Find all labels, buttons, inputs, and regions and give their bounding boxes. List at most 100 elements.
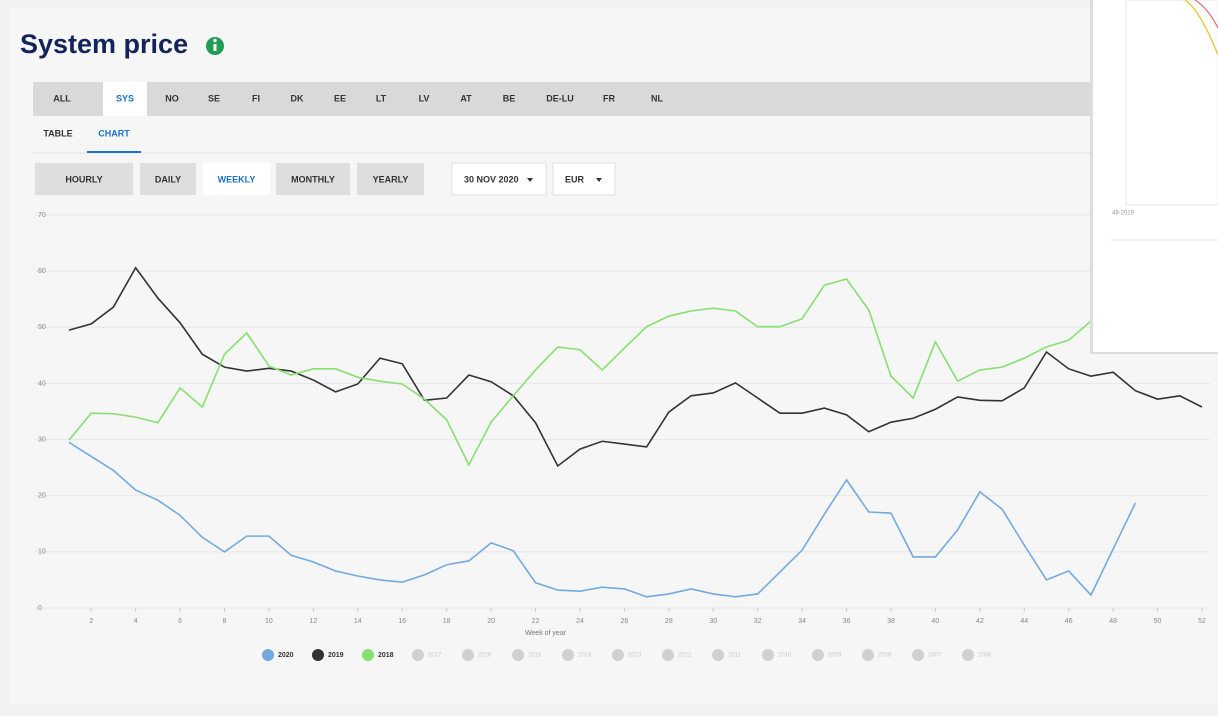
- legend-swatch-inactive[interactable]: [762, 649, 774, 661]
- tab[interactable]: NL: [651, 93, 663, 103]
- legend-label-inactive: 2012: [678, 653, 692, 659]
- x-tick-label: 36: [843, 618, 851, 625]
- legend-label: 2019: [328, 652, 344, 659]
- tab[interactable]: ALL: [53, 93, 71, 103]
- y-tick-label: 20: [38, 493, 46, 500]
- popup: [1093, 0, 1218, 352]
- x-tick-label: 52: [1198, 618, 1206, 625]
- resolution-button[interactable]: [35, 163, 133, 195]
- x-tick-label: 34: [798, 618, 806, 625]
- legend-swatch[interactable]: [312, 649, 324, 661]
- x-tick-label: 8: [223, 618, 227, 625]
- resolution-button[interactable]: [357, 163, 424, 195]
- legend-label-inactive: 2009: [828, 653, 842, 659]
- popup-graphic: [1184, 0, 1218, 56]
- legend-label: 2018: [378, 652, 394, 659]
- panel: [10, 8, 1218, 703]
- resolution-label: DAILY: [155, 174, 181, 184]
- resolution-label: WEEKLY: [218, 174, 256, 184]
- tab[interactable]: LT: [376, 93, 387, 103]
- y-tick-label: 30: [38, 436, 46, 443]
- y-tick-label: 40: [38, 380, 46, 387]
- legend-swatch-inactive[interactable]: [562, 649, 574, 661]
- tab[interactable]: NO: [165, 93, 179, 103]
- x-tick-label: 50: [1154, 618, 1162, 625]
- y-tick-label: 60: [38, 268, 46, 275]
- tab[interactable]: LV: [419, 93, 430, 103]
- view-tab[interactable]: TABLE: [43, 128, 72, 138]
- view-tab[interactable]: CHART: [98, 128, 130, 138]
- legend-swatch-inactive[interactable]: [512, 649, 524, 661]
- legend-label-inactive: 2008: [878, 653, 892, 659]
- resolution-button[interactable]: [203, 163, 270, 195]
- tab[interactable]: EE: [334, 93, 346, 103]
- y-tick-label: 70: [38, 212, 46, 219]
- x-tick-label: 18: [443, 618, 451, 625]
- popup-inner: [1125, 0, 1218, 206]
- popup-graphic: [1194, 0, 1218, 29]
- popup-label: 48-2019: [1112, 211, 1135, 217]
- legend-swatch[interactable]: [362, 649, 374, 661]
- legend-swatch-inactive[interactable]: [912, 649, 924, 661]
- view-tab-underline: [87, 151, 141, 153]
- tab[interactable]: AT: [460, 93, 472, 103]
- tab[interactable]: DK: [291, 93, 304, 103]
- legend-swatch-inactive[interactable]: [412, 649, 424, 661]
- x-tick-label: 26: [620, 618, 628, 625]
- legend-label: 2020: [278, 652, 294, 659]
- series-line: [68, 266, 1203, 468]
- legend-label-inactive: 2011: [728, 653, 742, 659]
- resolution-label: YEARLY: [373, 174, 409, 184]
- dropdown-label: EUR: [565, 174, 585, 184]
- x-tick-label: 10: [265, 618, 273, 625]
- legend-swatch-inactive[interactable]: [612, 649, 624, 661]
- tab[interactable]: SE: [208, 93, 220, 103]
- legend-swatch-inactive[interactable]: [862, 649, 874, 661]
- legend-label-inactive: 2016: [478, 653, 492, 659]
- x-tick-label: 28: [665, 618, 673, 625]
- dropdown-label: 30 NOV 2020: [464, 174, 519, 184]
- tab[interactable]: FR: [603, 93, 615, 103]
- x-tick-label: 20: [487, 618, 495, 625]
- tab-bar: [33, 82, 1092, 116]
- legend-label-inactive: 2007: [928, 653, 942, 659]
- tab[interactable]: SYS: [116, 93, 134, 103]
- x-tick-label: 32: [754, 618, 762, 625]
- legend-label-inactive: 2013: [628, 653, 642, 659]
- x-tick-label: 42: [976, 618, 984, 625]
- dropdown-caret: [527, 178, 533, 182]
- tab[interactable]: DE-LU: [546, 93, 574, 103]
- x-tick-label: 4: [134, 618, 138, 625]
- legend-swatch-inactive[interactable]: [962, 649, 974, 661]
- resolution-label: MONTHLY: [291, 174, 335, 184]
- legend-label-inactive: 2017: [428, 653, 442, 659]
- dropdown-caret: [596, 178, 602, 182]
- resolution-button[interactable]: [140, 163, 196, 195]
- x-tick-label: 48: [1109, 618, 1117, 625]
- resolution-button[interactable]: [276, 163, 350, 195]
- x-tick-label: 2: [89, 618, 93, 625]
- x-tick-label: 22: [532, 618, 540, 625]
- dropdown[interactable]: [552, 162, 616, 196]
- legend-swatch-inactive[interactable]: [462, 649, 474, 661]
- legend-swatch-inactive[interactable]: [812, 649, 824, 661]
- x-tick-label: 6: [178, 618, 182, 625]
- x-tick-label: 12: [309, 618, 317, 625]
- dropdown[interactable]: [451, 162, 547, 196]
- x-tick-label: 40: [932, 618, 940, 625]
- x-tick-label: 30: [709, 618, 717, 625]
- legend-label-inactive: 2014: [578, 653, 592, 659]
- x-tick-label: 14: [354, 618, 362, 625]
- legend-swatch-inactive[interactable]: [712, 649, 724, 661]
- y-tick-label: 0: [38, 605, 42, 612]
- page-title: System price: [20, 29, 188, 59]
- legend-label-inactive: 2006: [978, 653, 992, 659]
- y-tick-label: 50: [38, 324, 46, 331]
- tab[interactable]: BE: [503, 93, 516, 103]
- info-icon[interactable]: [206, 37, 224, 55]
- tab[interactable]: FI: [252, 93, 260, 103]
- legend-swatch[interactable]: [262, 649, 274, 661]
- legend-swatch-inactive[interactable]: [662, 649, 674, 661]
